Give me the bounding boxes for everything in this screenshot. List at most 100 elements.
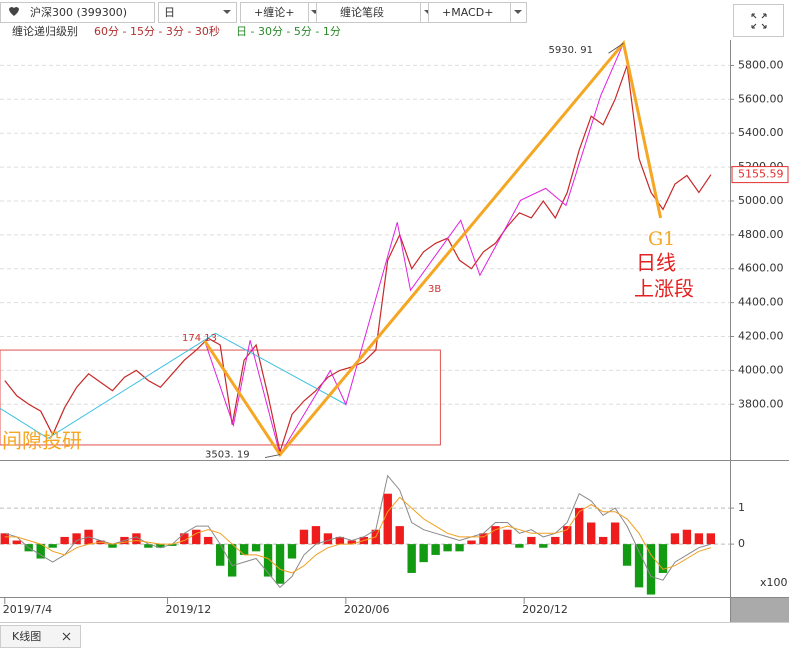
- macd-bar: [634, 544, 644, 588]
- macd-bar: [144, 544, 153, 548]
- macd-bar: [467, 540, 476, 545]
- macd-bar: [263, 544, 273, 577]
- macd-bar: [646, 544, 656, 595]
- macd-bar: [586, 522, 596, 545]
- y-tick-label: 4600.00: [738, 262, 784, 275]
- macd-bar: [347, 540, 357, 545]
- button-label: +缠论+: [254, 5, 294, 19]
- y-tick-label: 5800.00: [738, 58, 784, 71]
- period: 日: [164, 6, 175, 19]
- price-line: [4, 65, 712, 455]
- macd-bar: [479, 533, 488, 545]
- annotation: 上涨段: [634, 277, 694, 301]
- y-tick-label: 4800.00: [738, 228, 784, 241]
- y-tick-label: 5000.00: [738, 194, 784, 207]
- scroll-area[interactable]: [731, 598, 789, 622]
- macd-bar: [670, 533, 680, 545]
- y-tick-label: 4200.00: [738, 330, 784, 343]
- last-price: 5155.59: [738, 168, 784, 181]
- macd-bar: [455, 544, 464, 552]
- annotation: 日线: [636, 251, 676, 275]
- heart-icon[interactable]: [9, 7, 19, 16]
- last-price-box: [731, 166, 789, 184]
- trend-line: [0, 332, 347, 439]
- macd-bar: [491, 526, 500, 545]
- y-tick-label: 1: [738, 501, 745, 514]
- macd-bar: [311, 526, 321, 545]
- macd-bar: [36, 544, 45, 559]
- macd-bar: [323, 533, 333, 545]
- macd-bar: [168, 544, 177, 546]
- macd-bar: [706, 533, 716, 545]
- macd-bar: [275, 544, 285, 584]
- macd-bar: [575, 508, 584, 545]
- period-select[interactable]: [158, 2, 237, 23]
- macd-bar: [192, 529, 201, 545]
- tab-label: K线图: [12, 629, 41, 643]
- macd-bar: [48, 544, 57, 548]
- macd-bar: [610, 522, 620, 545]
- button-label: +MACD+: [442, 6, 493, 19]
- macd-bar: [407, 544, 416, 573]
- dropdown-arrow: [514, 10, 522, 14]
- dif-line: [4, 474, 712, 589]
- annotation: G1: [648, 228, 675, 250]
- levels-label: 缠论递归级别: [12, 24, 78, 38]
- y-tick-label: 4400.00: [738, 296, 784, 309]
- fullscreen-button[interactable]: [733, 4, 784, 37]
- annotation: 174 13: [182, 333, 217, 344]
- x-tick-label: 2020/12: [522, 603, 568, 616]
- zhongshu-box: [0, 349, 441, 446]
- symbol: 沪深300 (399300): [30, 5, 127, 19]
- macd-bar: [227, 544, 237, 577]
- extreme-label: 3503. 19: [205, 450, 250, 461]
- macd-bar: [443, 544, 452, 552]
- macd-bar: [515, 544, 524, 548]
- macd-bar: [251, 544, 261, 552]
- macd-bar: [658, 544, 668, 573]
- button-label: 缠论笔段: [340, 5, 384, 19]
- macd-bar: [204, 536, 213, 545]
- leader-line: [264, 454, 281, 459]
- leader-line: [608, 42, 624, 54]
- macd-bar: [335, 536, 345, 545]
- y-tick-label: 0: [738, 537, 745, 550]
- symbol-box[interactable]: [0, 2, 155, 23]
- macd-bar: [431, 544, 440, 555]
- x-tick-label: 2019/12: [166, 603, 212, 616]
- bi-line: [204, 43, 624, 456]
- macd-bar: [299, 529, 309, 545]
- macd-bar: [563, 526, 572, 545]
- macd-bar: [395, 526, 404, 545]
- macd-bar: [180, 533, 189, 545]
- annotation: 3B: [428, 284, 441, 295]
- unit-label: x100: [760, 576, 788, 589]
- y-tick-label: 5600.00: [738, 92, 784, 105]
- fullscreen-icon: [751, 13, 767, 29]
- x-tick-label: 2019/7/4: [3, 603, 52, 616]
- dea-line: [4, 496, 712, 574]
- macd-bar: [287, 544, 297, 559]
- macd-bar: [239, 544, 249, 555]
- levels-green: 日 - 30分 - 5分 - 1分: [236, 25, 341, 38]
- macd-bar: [108, 544, 117, 548]
- macd-bar: [60, 536, 69, 545]
- x-tick-label: 2020/06: [344, 603, 390, 616]
- macd-bar: [12, 540, 21, 545]
- macd-bar: [132, 533, 141, 545]
- macd-bar: [682, 529, 692, 545]
- macd-bar: [694, 533, 704, 545]
- macd-bar: [622, 544, 632, 566]
- tab-close[interactable]: [62, 632, 71, 641]
- macd-bar: [503, 529, 512, 545]
- extreme-label: 5930. 91: [548, 45, 593, 56]
- macd-bar: [527, 536, 536, 545]
- macd-bar: [216, 544, 225, 566]
- macd-bar: [156, 544, 165, 548]
- macd-bar: [419, 544, 428, 563]
- y-tick-label: 3800.00: [738, 397, 784, 410]
- macd-bar: [551, 536, 560, 545]
- segment-line: [203, 39, 663, 458]
